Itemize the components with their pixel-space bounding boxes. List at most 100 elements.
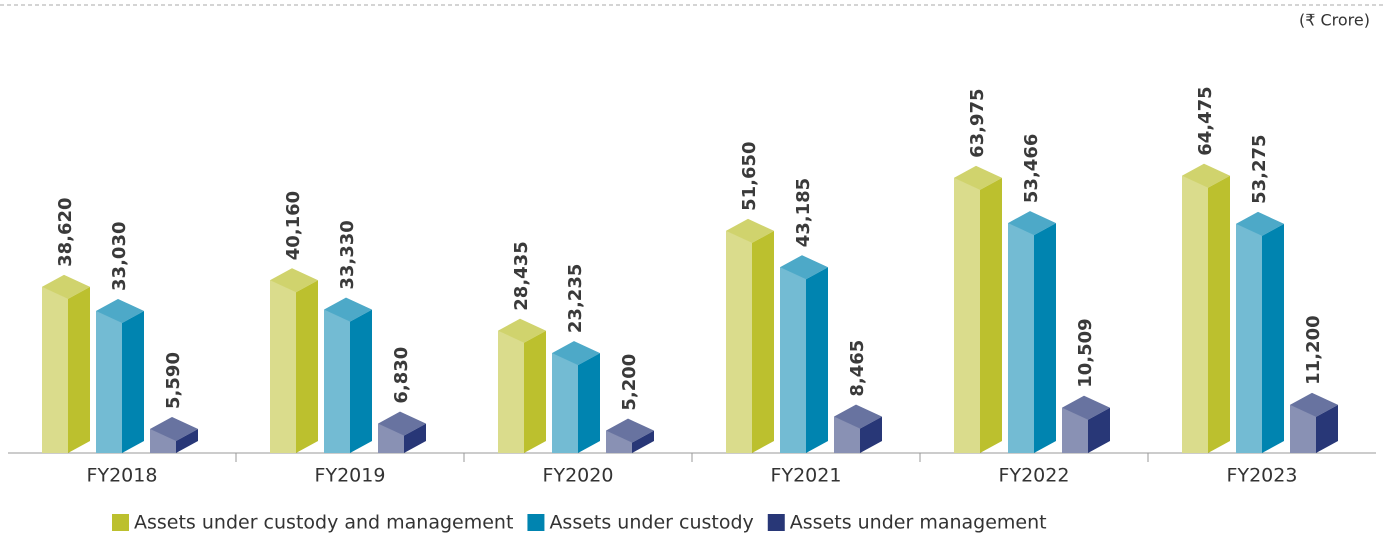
value-label: 33,330 [337,220,358,289]
x-tick-label: FY2018 [87,465,158,487]
bar-front [1062,407,1088,453]
bar-front-tint [378,423,404,453]
bar-top [324,297,372,322]
bar-front [780,267,806,453]
bar-front-tint [1236,223,1262,453]
bar-top [954,165,1002,190]
bar-side [1208,175,1230,453]
bar-front [1236,223,1262,453]
value-label: 40,160 [283,191,304,260]
bar-top-tint [834,404,882,429]
bar-top [1062,395,1110,420]
value-label: 23,235 [565,264,586,333]
bar-top [726,218,774,243]
legend-label: Assets under custody and management [134,512,513,534]
bar [954,165,1002,453]
bar [150,416,198,453]
legend-swatch [112,514,129,531]
bar-front [954,177,980,453]
bar-side [176,428,198,453]
bar-top-tint [726,218,774,243]
bar-front [498,330,524,453]
bar-front [324,309,350,453]
bar-front-tint [834,416,860,453]
bar-front [150,428,176,453]
x-tick-label: FY2020 [543,465,614,487]
bar-side [350,309,372,453]
bar-top-tint [1236,211,1284,236]
bar-top [96,298,144,323]
bar [1008,211,1056,453]
value-label: 53,275 [1249,134,1270,203]
bar-front [1290,404,1316,453]
bar-side [1262,223,1284,453]
bar-front-tint [96,310,122,453]
bar-side [296,280,318,453]
bar-top [1008,211,1056,236]
bar [552,341,600,453]
bar-top-tint [378,411,426,436]
bar-top-tint [1062,395,1110,420]
x-tick-label: FY2021 [771,465,842,487]
value-label: 64,475 [1195,86,1216,155]
bar-front [1008,223,1034,453]
bar-front-tint [498,330,524,453]
bar-top-tint [1008,211,1056,236]
bar-top-tint [42,274,90,299]
bar-side [806,267,828,453]
bar-top [1290,392,1338,417]
bar-top [606,418,654,443]
bar-side [632,430,654,453]
bar-front [96,310,122,453]
bar-front-tint [1290,404,1316,453]
bar-top [42,274,90,299]
bar-top [552,341,600,366]
bar-top-tint [150,416,198,441]
unit-note: (₹ Crore) [1299,11,1370,30]
bar-front-tint [606,430,632,453]
bar-front-tint [552,353,578,453]
bar-front-tint [270,280,296,453]
value-label: 8,465 [847,340,868,397]
value-label: 28,435 [511,241,532,310]
bar-front-tint [1062,407,1088,453]
bar-top [150,416,198,441]
bar [96,298,144,453]
x-tick-label: FY2019 [315,465,386,487]
bar-side [860,416,882,453]
bar [834,404,882,453]
bar-front-tint [780,267,806,453]
bar-top-tint [954,165,1002,190]
bar-top [498,318,546,343]
bar-top [834,404,882,429]
bar-front [1182,175,1208,453]
bar-top-tint [1182,163,1230,188]
bar-front-tint [1008,223,1034,453]
bar-front-tint [726,230,752,453]
bar-side [1034,223,1056,453]
value-label: 43,185 [793,178,814,247]
bar [1182,163,1230,453]
value-label: 33,030 [109,222,130,291]
bar-side [1088,407,1110,453]
legend-swatch [767,514,785,531]
bar-front [834,416,860,453]
value-label: 51,650 [739,141,760,210]
bar-side [524,330,546,453]
bar-front-tint [954,177,980,453]
bar-front [552,353,578,453]
bar-top-tint [606,418,654,443]
bar-side [1316,404,1338,453]
bar-top-tint [780,255,828,280]
bar-top-tint [498,318,546,343]
bar [498,318,546,453]
bar [1236,211,1284,453]
bar-top-tint [324,297,372,322]
bar-front-tint [1182,175,1208,453]
legend-label: Assets under management [790,512,1047,534]
bar [726,218,774,453]
bar-top [378,411,426,436]
bar-front-tint [324,309,350,453]
bar-top-tint [96,298,144,323]
